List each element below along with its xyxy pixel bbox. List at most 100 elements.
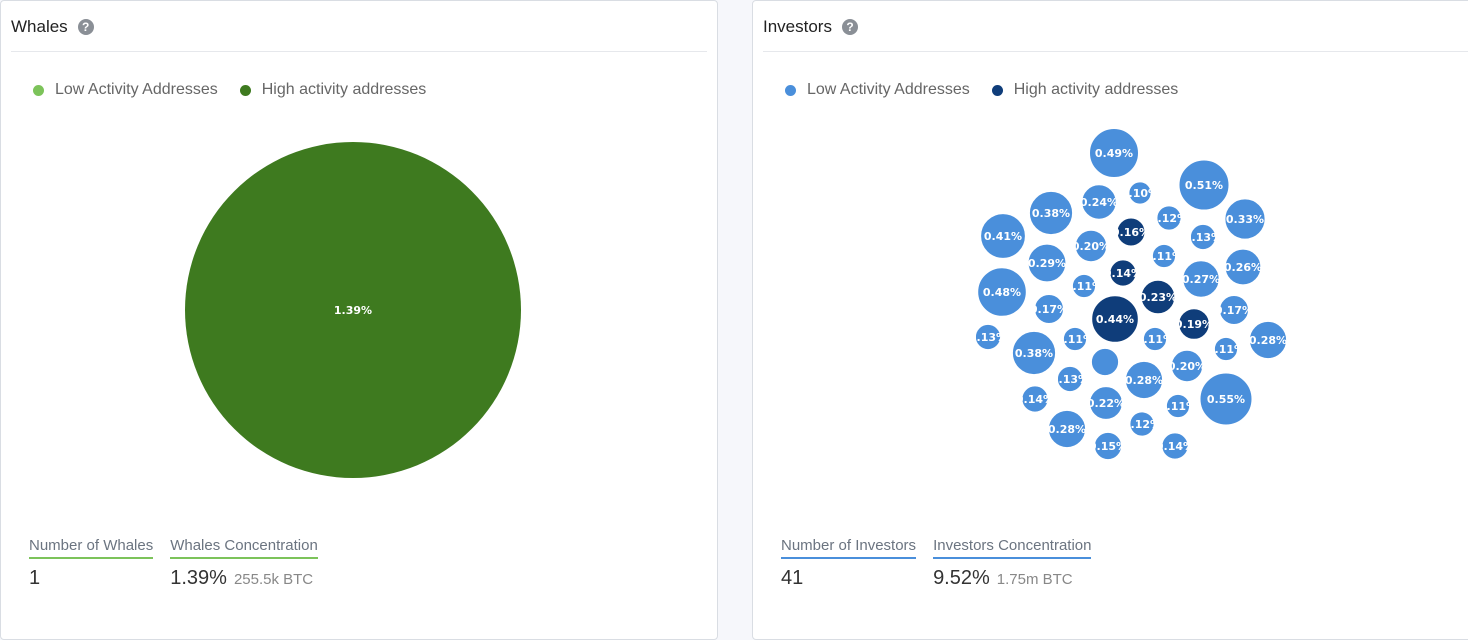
bubble-label: 0.15% bbox=[1089, 440, 1127, 453]
bubble-label: 0.11% bbox=[1065, 280, 1103, 293]
bubble-label: 0.11% bbox=[1136, 333, 1174, 346]
bubble-low-activity[interactable] bbox=[1081, 184, 1117, 220]
bubble-low-activity[interactable] bbox=[1062, 326, 1088, 352]
bubble-label: 0.55% bbox=[1207, 393, 1245, 406]
bubble-label: 0.12% bbox=[1123, 418, 1161, 431]
bubble-low-activity[interactable] bbox=[1178, 159, 1230, 211]
bubble-low-activity[interactable] bbox=[1027, 243, 1067, 283]
bubble-high-activity[interactable] bbox=[1091, 295, 1139, 343]
bubble-low-activity[interactable] bbox=[1129, 411, 1155, 437]
bubble-low-activity[interactable] bbox=[1128, 181, 1152, 205]
legend-dot-low-activity bbox=[33, 84, 44, 96]
bubble-label: 0.13% bbox=[1184, 231, 1222, 244]
stat-whales-concentration: Whales Concentration 1.39% 255.5k BTC bbox=[170, 537, 318, 590]
bubble-high-activity[interactable] bbox=[1109, 259, 1137, 287]
stat-sub-value: 1.75m BTC bbox=[996, 571, 1073, 588]
bubble-label: 0.33% bbox=[1226, 213, 1264, 226]
bubble-low-activity[interactable] bbox=[1165, 393, 1191, 419]
bubble-high-activity[interactable] bbox=[1140, 279, 1176, 315]
question-circle-icon[interactable]: ? bbox=[77, 19, 94, 35]
bubble-label: 0.11% bbox=[1056, 333, 1094, 346]
stat-label: Number of Investors bbox=[781, 537, 917, 559]
legend-dot-low-activity bbox=[785, 84, 796, 96]
bubble-low-activity[interactable] bbox=[1213, 336, 1239, 362]
bubble-low-activity[interactable] bbox=[974, 323, 1002, 351]
bubble-low-activity[interactable] bbox=[1156, 205, 1182, 231]
bubble-low-activity[interactable] bbox=[1089, 128, 1139, 178]
bubble-low-activity[interactable] bbox=[1189, 223, 1217, 251]
bubble-low-activity[interactable] bbox=[1093, 431, 1123, 461]
bubble-label: 0.27% bbox=[1182, 273, 1220, 286]
bubble-label: 0.17% bbox=[1030, 303, 1068, 316]
bubble-label: 0.11% bbox=[1207, 343, 1245, 356]
stat-number-of-investors: Number of Investors 41 bbox=[781, 537, 917, 590]
bubble-low-activity[interactable] bbox=[980, 213, 1026, 259]
bubble-low-activity[interactable] bbox=[1151, 243, 1177, 269]
whales-pie-chart: 1.39% bbox=[185, 142, 521, 478]
bubble-low-activity[interactable] bbox=[1047, 409, 1087, 449]
stat-number-of-whales: Number of Whales 1 bbox=[29, 537, 154, 590]
stat-label: Number of Whales bbox=[29, 537, 154, 559]
bubble-label: 0.28% bbox=[1249, 334, 1287, 347]
bubble-low-activity[interactable] bbox=[1056, 365, 1084, 393]
bubble-low-activity[interactable] bbox=[1199, 372, 1253, 426]
bubble-low-activity[interactable] bbox=[1170, 349, 1204, 383]
bubble-low-activity[interactable] bbox=[1011, 330, 1057, 376]
stat-investors-concentration: Investors Concentration 9.52% 1.75m BTC bbox=[933, 537, 1092, 590]
stat-value: 1.39% bbox=[170, 567, 227, 589]
bubble-label: 0.16% bbox=[1112, 226, 1150, 239]
legend-item-low-activity[interactable]: Low Activity Addresses bbox=[785, 81, 970, 99]
bubble-label: 0.19% bbox=[1175, 318, 1213, 331]
bubble-low-activity[interactable] bbox=[1021, 385, 1049, 413]
bubble-low-activity[interactable] bbox=[1161, 432, 1189, 460]
question-circle-icon[interactable]: ? bbox=[841, 19, 858, 35]
bubble-label: 0.51% bbox=[1185, 179, 1223, 192]
legend-item-low-activity[interactable]: Low Activity Addresses bbox=[33, 81, 218, 99]
bubble-low-activity[interactable] bbox=[977, 267, 1027, 317]
legend-label-high-activity: High activity addresses bbox=[261, 81, 427, 98]
legend-item-high-activity[interactable]: High activity addresses bbox=[239, 81, 427, 99]
stat-value: 41 bbox=[781, 567, 804, 589]
bubble-label: 0.11% bbox=[1145, 250, 1183, 263]
bubble-label: 0.48% bbox=[983, 286, 1021, 299]
bubble-label: 0.26% bbox=[1224, 261, 1262, 274]
bubble-low-activity[interactable] bbox=[1034, 294, 1064, 324]
bubble-label: 0.14% bbox=[1016, 393, 1054, 406]
bubble-low-activity[interactable] bbox=[1124, 360, 1164, 400]
bubble-high-activity[interactable] bbox=[1178, 308, 1210, 340]
bubble-label: 0.29% bbox=[1028, 257, 1066, 270]
bubble-low-activity[interactable] bbox=[1182, 260, 1220, 298]
investors-stats: Number of Investors 41 Investors Concent… bbox=[781, 537, 1092, 590]
bubble-low-activity[interactable] bbox=[1248, 320, 1288, 360]
bubble-low-activity[interactable] bbox=[1074, 229, 1108, 263]
whales-legend: Low Activity Addresses High activity add… bbox=[33, 81, 426, 99]
bubble-low-activity[interactable] bbox=[1071, 273, 1097, 299]
whales-header: Whales ? bbox=[11, 17, 707, 52]
investors-bubble-chart: 0.49% 0.51% 0.10%0.24% 0.38% 0.12% 0.33% 0.16%… bbox=[969, 128, 1288, 461]
bubble-label: 0.13% bbox=[1051, 373, 1089, 386]
bubble-low-activity[interactable] bbox=[1142, 326, 1168, 352]
stat-value: 9.52% bbox=[933, 567, 990, 589]
bubble-low-activity[interactable] bbox=[1224, 248, 1262, 286]
stat-sub-value: 255.5k BTC bbox=[233, 571, 314, 588]
bubble-low-activity[interactable] bbox=[1090, 347, 1120, 377]
whales-panel: Whales ? Low Activity Addresses High act… bbox=[0, 0, 718, 640]
bubble-low-activity[interactable] bbox=[1219, 295, 1249, 325]
bubble-label: 0.44% bbox=[1096, 313, 1134, 326]
bubble-label: 0.38% bbox=[1015, 347, 1053, 360]
legend-item-high-activity[interactable]: High activity addresses bbox=[991, 81, 1178, 99]
bubble-label: 0.28% bbox=[1048, 423, 1086, 436]
legend-dot-high-activity bbox=[239, 84, 251, 96]
bubble-low-activity[interactable] bbox=[1089, 386, 1123, 420]
whales-title: Whales bbox=[11, 17, 68, 36]
bubble-low-activity[interactable] bbox=[1028, 190, 1074, 236]
bubble-label: 0.12% bbox=[1150, 212, 1188, 225]
bubble-low-activity[interactable] bbox=[1224, 198, 1266, 240]
bubble-label: 0.49% bbox=[1095, 147, 1133, 160]
bubble-label: 0.24% bbox=[1080, 196, 1118, 209]
pie-slice-label: 1.39% bbox=[334, 304, 372, 317]
pie-slice-high-activity[interactable] bbox=[185, 142, 521, 478]
bubble-label: 0.13% bbox=[969, 331, 1007, 344]
bubble-high-activity[interactable] bbox=[1116, 217, 1146, 247]
bubble-label: 0.22% bbox=[1087, 397, 1125, 410]
